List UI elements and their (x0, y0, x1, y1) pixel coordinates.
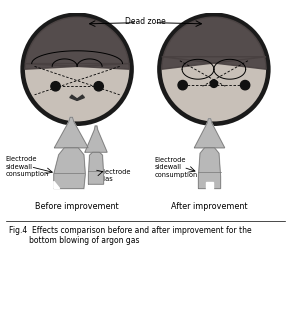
Circle shape (162, 17, 266, 121)
Polygon shape (54, 117, 88, 148)
Text: Before improvement: Before improvement (35, 202, 119, 210)
Text: Fig.4  Effects comparison before and after improvement for the: Fig.4 Effects comparison before and afte… (9, 226, 251, 235)
Polygon shape (25, 17, 129, 69)
Polygon shape (54, 181, 60, 189)
Circle shape (94, 82, 103, 91)
Polygon shape (206, 182, 213, 189)
Circle shape (157, 13, 271, 126)
Polygon shape (85, 126, 107, 152)
Circle shape (51, 82, 60, 91)
Circle shape (178, 81, 187, 90)
Circle shape (25, 17, 129, 121)
Polygon shape (194, 119, 225, 148)
Circle shape (210, 80, 218, 88)
Text: Electrode
sidewall
consumption: Electrode sidewall consumption (6, 156, 49, 177)
Polygon shape (77, 95, 84, 100)
Polygon shape (88, 152, 104, 184)
Circle shape (20, 13, 134, 126)
Text: bottom blowing of argon gas: bottom blowing of argon gas (29, 236, 140, 246)
Circle shape (240, 81, 250, 90)
Polygon shape (54, 148, 85, 189)
Text: Electrode
bias: Electrode bias (99, 169, 130, 182)
Polygon shape (162, 17, 266, 69)
Text: Dead zone: Dead zone (125, 17, 166, 26)
Text: After improvement: After improvement (171, 202, 248, 210)
Text: Electrode
sidewall
consumption: Electrode sidewall consumption (154, 157, 198, 178)
Polygon shape (70, 95, 77, 100)
Polygon shape (198, 148, 221, 189)
